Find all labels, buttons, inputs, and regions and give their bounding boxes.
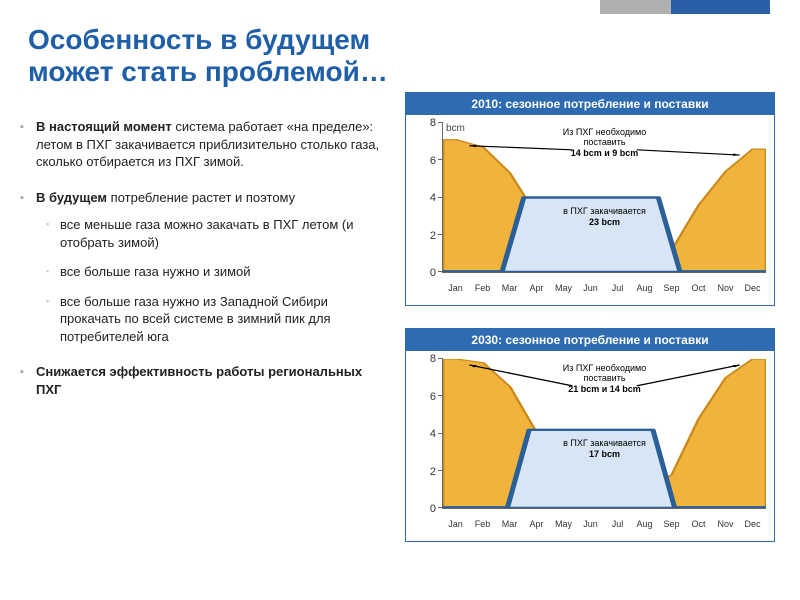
chart-title: 2010: сезонное потребление и поставки xyxy=(406,93,774,115)
bullet-item: В будущем потребление растет и поэтомувс… xyxy=(20,189,390,346)
x-labels: JanFebMarAprMayJunJulAugSepOctNovDec xyxy=(442,283,766,293)
bullet-item: В настоящий момент система работает «на … xyxy=(20,118,390,171)
x-labels: JanFebMarAprMayJunJulAugSepOctNovDec xyxy=(442,519,766,529)
chart-body: 02468bcmJanFebMarAprMayJunJulAugSepOctNo… xyxy=(406,115,774,303)
plot-area: Из ПХГ необходимопоставить14 bcm и 9 bcm… xyxy=(442,123,766,273)
bullet-item: Снижается эффективность работы региональ… xyxy=(20,363,390,398)
page-title: Особенность в будущем может стать пробле… xyxy=(28,24,448,88)
decorative-topbar xyxy=(600,0,770,14)
y-tick-label: 0 xyxy=(430,267,436,279)
y-tick-label: 4 xyxy=(430,192,436,204)
chart-body: 02468bcmJanFebMarAprMayJunJulAugSepOctNo… xyxy=(406,351,774,539)
bullet-subitem: все больше газа нужно и зимой xyxy=(36,263,390,281)
y-tick-label: 8 xyxy=(430,117,436,129)
bullet-list: В настоящий момент система работает «на … xyxy=(20,118,390,417)
annotation-withdraw: Из ПХГ необходимопоставить14 bcm и 9 bcm xyxy=(563,127,646,158)
annotation-withdraw: Из ПХГ необходимопоставить21 bcm и 14 bc… xyxy=(563,363,646,394)
bullet-subitem: все меньше газа можно закачать в ПХГ лет… xyxy=(36,216,390,251)
chart-title: 2030: сезонное потребление и поставки xyxy=(406,329,774,351)
y-tick-label: 2 xyxy=(430,466,436,478)
chart-2030: 2030: сезонное потребление и поставки 0 2… xyxy=(405,328,775,542)
y-tick-label: 8 xyxy=(430,353,436,365)
annotation-inject: в ПХГ закачивается17 bcm xyxy=(563,438,646,460)
annotation-inject: в ПХГ закачивается23 bcm xyxy=(563,206,646,228)
bullet-subitem: все больше газа нужно из Западной Сибири… xyxy=(36,293,390,346)
y-tick-label: 4 xyxy=(430,428,436,440)
y-tick-label: 0 xyxy=(430,503,436,515)
plot-area: Из ПХГ необходимопоставить21 bcm и 14 bc… xyxy=(442,359,766,509)
y-tick-label: 2 xyxy=(430,230,436,242)
chart-2010: 2010: сезонное потребление и поставки 0 2… xyxy=(405,92,775,306)
y-tick-label: 6 xyxy=(430,391,436,403)
y-tick-label: 6 xyxy=(430,155,436,167)
